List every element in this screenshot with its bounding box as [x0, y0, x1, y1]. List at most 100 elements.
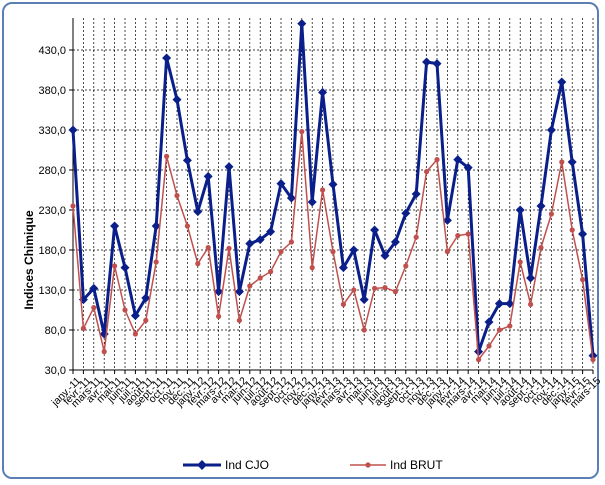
data-point-ind-brut	[91, 305, 97, 311]
data-point-ind-brut	[507, 323, 513, 329]
data-point-ind-cjo	[172, 95, 182, 105]
data-point-ind-cjo	[110, 221, 120, 231]
data-point-ind-cjo	[359, 295, 369, 305]
data-point-ind-brut	[413, 234, 419, 240]
data-point-ind-brut	[424, 169, 430, 175]
data-point-ind-cjo	[526, 273, 536, 283]
data-point-ind-brut	[174, 193, 180, 199]
series-ind-cjo	[68, 19, 598, 361]
legend-marker-ind-brut	[365, 462, 371, 468]
data-point-ind-cjo	[453, 155, 463, 165]
data-point-ind-cjo	[567, 157, 577, 167]
data-point-ind-brut	[112, 263, 118, 269]
data-point-ind-brut	[361, 327, 367, 333]
y-tick-label: 180,0	[38, 245, 66, 257]
y-tick-label: 30,0	[45, 365, 66, 377]
data-point-ind-brut	[340, 301, 346, 307]
data-point-ind-cjo	[255, 235, 265, 245]
data-point-ind-cjo	[442, 215, 452, 225]
y-tick-label: 230,0	[38, 205, 66, 217]
data-point-ind-brut	[101, 349, 107, 355]
data-point-ind-cjo	[557, 77, 567, 87]
data-point-ind-brut	[184, 223, 190, 229]
data-point-ind-brut	[226, 245, 232, 251]
y-tick-labels: 30,0 80,0 130,0 180,0 230,0 280,0 330,0 380,0 43…	[38, 45, 73, 377]
data-point-ind-brut	[455, 233, 461, 239]
data-point-ind-cjo	[193, 207, 203, 217]
data-point-ind-cjo	[536, 201, 546, 211]
data-point-ind-cjo	[234, 287, 244, 297]
data-point-ind-brut	[403, 263, 409, 269]
legend-label-ind-cjo: Ind CJO	[225, 458, 269, 472]
data-point-ind-brut	[569, 227, 575, 233]
series-line-ind-cjo	[71, 22, 595, 356]
data-point-ind-brut	[299, 129, 305, 135]
data-point-ind-cjo	[463, 163, 473, 173]
y-tick-label: 430,0	[38, 45, 66, 57]
data-point-ind-cjo	[578, 229, 588, 239]
data-point-ind-cjo	[141, 293, 151, 303]
data-point-ind-brut	[465, 231, 471, 237]
y-tick-label: 80,0	[45, 325, 66, 337]
data-point-ind-brut	[444, 249, 450, 255]
data-point-ind-cjo	[484, 317, 494, 327]
data-point-ind-brut	[548, 211, 555, 217]
data-point-ind-cjo	[401, 208, 411, 218]
data-point-ind-brut	[476, 357, 482, 363]
data-point-ind-brut	[257, 275, 263, 281]
data-point-ind-cjo	[546, 125, 556, 135]
data-point-ind-cjo	[266, 227, 276, 237]
y-tick-label: 330,0	[38, 125, 66, 137]
data-point-ind-brut	[392, 289, 398, 295]
data-point-ind-brut	[320, 187, 326, 193]
data-point-ind-cjo	[349, 245, 359, 255]
data-point-ind-brut	[538, 245, 544, 251]
data-point-ind-brut	[351, 287, 357, 293]
data-point-ind-cjo	[505, 299, 515, 309]
legend-item-ind-cjo: Ind CJO	[183, 458, 269, 472]
data-point-ind-brut	[236, 317, 242, 323]
data-point-ind-cjo	[370, 225, 380, 235]
data-point-ind-cjo	[89, 283, 99, 293]
data-point-ind-cjo	[307, 197, 317, 207]
data-point-ind-cjo	[432, 59, 442, 69]
data-point-ind-cjo	[390, 237, 400, 247]
chart-legend: Ind CJO Ind BRUT	[183, 458, 443, 472]
data-point-ind-cjo	[162, 53, 172, 63]
data-point-ind-brut	[496, 327, 502, 333]
y-axis-label: Indices Chimique	[22, 210, 36, 310]
data-point-ind-cjo	[494, 299, 504, 309]
legend-label-ind-brut: Ind BRUT	[390, 458, 443, 472]
data-point-ind-brut	[288, 239, 294, 245]
y-tick-label: 280,0	[38, 165, 66, 177]
data-point-ind-brut	[195, 261, 201, 267]
y-tick-label: 130,0	[38, 285, 66, 297]
data-point-ind-cjo	[68, 125, 78, 135]
data-point-ind-brut	[216, 313, 222, 319]
data-point-ind-brut	[486, 343, 492, 349]
data-point-ind-cjo	[276, 179, 286, 189]
data-point-ind-brut	[372, 285, 378, 291]
data-point-ind-brut	[247, 283, 253, 289]
data-point-ind-cjo	[120, 263, 130, 273]
data-point-ind-brut	[143, 317, 149, 323]
data-point-ind-cjo	[203, 171, 213, 181]
series-ind-brut	[70, 129, 596, 363]
data-point-ind-brut	[132, 331, 138, 337]
data-point-ind-brut	[528, 301, 534, 307]
data-point-ind-cjo	[286, 193, 296, 203]
data-point-ind-cjo	[318, 87, 328, 97]
data-point-ind-cjo	[182, 155, 192, 165]
data-point-ind-cjo	[297, 19, 307, 29]
data-point-ind-brut	[70, 203, 76, 209]
chart-series	[68, 19, 598, 363]
data-point-ind-brut	[382, 285, 388, 291]
y-tick-label: 380,0	[38, 85, 66, 97]
data-point-ind-brut	[80, 325, 86, 331]
x-tick-labels: janv.-11févr.-11mars-11avr.-11mai-11juin…	[49, 370, 603, 411]
data-point-ind-brut	[309, 265, 315, 271]
data-point-ind-brut	[268, 269, 274, 275]
data-point-ind-brut	[278, 249, 284, 255]
data-point-ind-cjo	[422, 57, 432, 67]
